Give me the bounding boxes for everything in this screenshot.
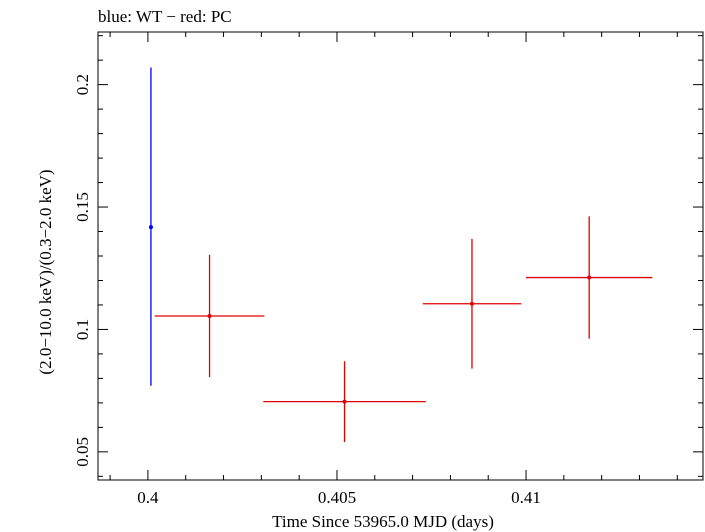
x-axis-label: Time Since 53965.0 MJD (days) — [272, 512, 494, 531]
data-point — [148, 225, 153, 230]
y-tick-label: 0.05 — [73, 437, 92, 467]
x-tick-label: 0.41 — [511, 488, 541, 507]
axis-tick-labels: 0.4 0.405 0.41 0.05 0.1 0.15 0.2 — [73, 74, 541, 507]
data-point — [342, 399, 347, 404]
y-tick-label: 0.2 — [73, 74, 92, 95]
data-point — [587, 275, 592, 280]
x-tick-label: 0.405 — [318, 488, 356, 507]
y-axis-label: (2.0−10.0 keV)/(0.3−2.0 keV) — [36, 169, 55, 374]
series-0 — [148, 67, 153, 386]
y-tick-label: 0.1 — [73, 319, 92, 340]
data-point — [469, 301, 474, 306]
plot-frame — [97, 31, 704, 481]
axis-ticks — [98, 32, 703, 480]
chart-title: blue: WT − red: PC — [98, 7, 232, 26]
data-point — [207, 313, 212, 318]
series-1 — [154, 216, 653, 443]
data-marks — [148, 67, 653, 443]
y-tick-label: 0.15 — [73, 192, 92, 222]
x-tick-label: 0.4 — [137, 488, 159, 507]
